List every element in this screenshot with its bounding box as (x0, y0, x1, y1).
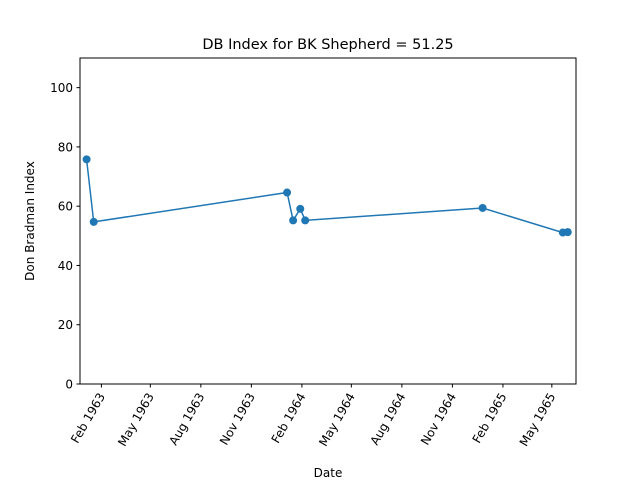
x-axis-label: Date (314, 466, 343, 480)
y-tick-label: 20 (58, 318, 73, 332)
data-point (289, 216, 298, 225)
data-point (296, 204, 305, 213)
y-tick-label: 40 (58, 259, 73, 273)
y-tick-label: 100 (50, 81, 73, 95)
axes-frame (79, 57, 577, 385)
chart-title: DB Index for BK Shepherd = 51.25 (202, 37, 453, 53)
y-axis-label: Don Bradman Index (23, 161, 37, 281)
plot-area (82, 155, 572, 237)
y-tick-label: 0 (65, 378, 73, 392)
data-point (478, 203, 487, 212)
y-axis: 0 20 40 60 80 100 (50, 81, 80, 392)
y-tick-label: 80 (58, 140, 73, 154)
data-point (89, 217, 98, 226)
data-point (563, 228, 572, 237)
y-tick-label: 60 (58, 200, 73, 214)
data-point (283, 188, 292, 197)
data-point (301, 216, 310, 225)
data-point (82, 155, 91, 164)
